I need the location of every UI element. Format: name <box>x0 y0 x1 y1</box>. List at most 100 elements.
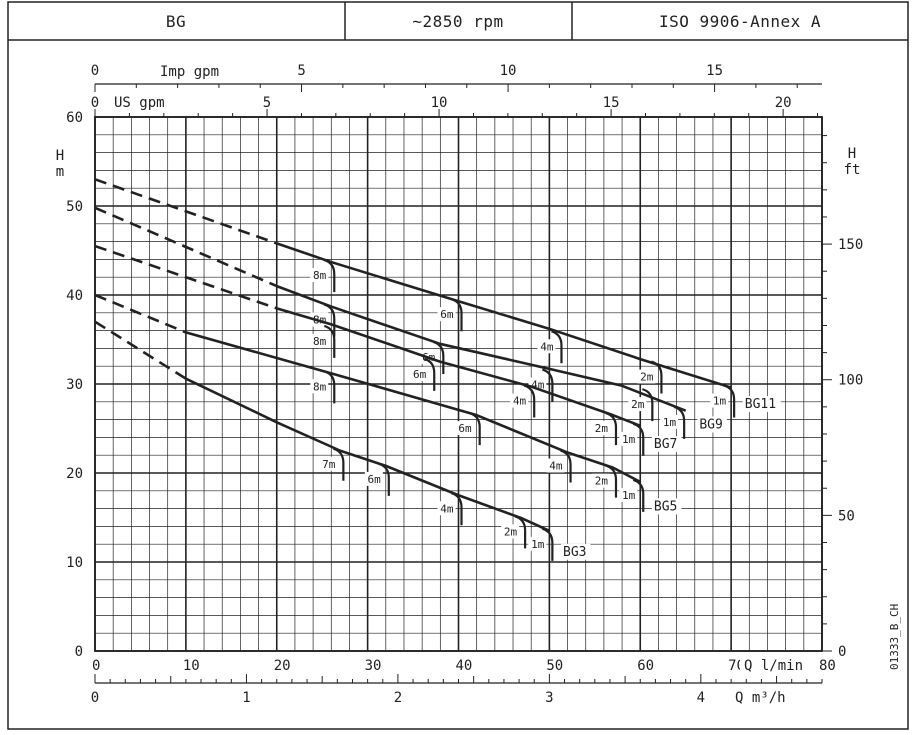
imp-gpm-tick-label: 0 <box>91 63 99 79</box>
npsh-hook-bg5 <box>323 370 336 404</box>
curve-bg7-dashed <box>94 244 278 310</box>
q-lmin-tick-label: 50 <box>546 658 563 674</box>
curve-bg3 <box>185 377 550 533</box>
h-ft-tick-label: 100 <box>838 373 863 389</box>
curve-bg11-dashed <box>94 178 278 245</box>
npsh-label-bg <box>619 487 638 502</box>
npsh-label-bg <box>637 369 656 384</box>
us-gpm-tick-label: 10 <box>431 95 448 111</box>
q-lmin-tick-label: 10 <box>183 658 200 674</box>
q-lmin-tick-label: 0 <box>92 658 100 674</box>
npsh-label-bg <box>455 421 474 436</box>
npsh-label-bg3: 4m <box>440 502 454 515</box>
npsh-label-bg3: 1m <box>531 538 545 551</box>
q-lmin-tick-label: 30 <box>365 658 382 674</box>
npsh-hook-bg5 <box>605 464 618 498</box>
npsh-label-bg <box>364 471 383 486</box>
imp-gpm-label: Imp gpm <box>160 64 219 80</box>
npsh-label-bg <box>591 421 610 436</box>
h-m-label-top: H <box>56 148 64 164</box>
npsh-hook-bg3 <box>514 515 527 549</box>
npsh-label-bg <box>501 524 520 539</box>
curve-name-bg <box>651 436 682 453</box>
npsh-label-bg7: 6m <box>413 368 427 381</box>
header-standard: ISO 9906-Annex A <box>659 12 821 31</box>
h-m-tick-label: 40 <box>66 288 83 304</box>
curves: 8m 6m 4m 2m 1m BG11 8m 6m 4m 2m 1m BG9 8m 6m 4m 2m 1m BG7… <box>94 178 781 561</box>
npsh-label-bg11: 8m <box>313 269 327 282</box>
npsh-label-bg3: 7m <box>322 458 336 471</box>
npsh-label-bg <box>537 339 556 354</box>
q-lmin-label: Q l/min <box>744 658 803 674</box>
h-m-tick-label: 10 <box>66 555 83 571</box>
npsh-hook-bg9 <box>641 388 654 422</box>
plot-frame <box>94 116 823 652</box>
chart-code: 01333_B_CH <box>888 604 901 670</box>
npsh-label-bg3: 2m <box>504 525 518 538</box>
h-m-label-bottom: m <box>56 164 64 180</box>
npsh-label-bg11: 1m <box>713 395 727 408</box>
npsh-hook-bg3 <box>542 527 554 561</box>
npsh-label-bg5: 1m <box>622 489 636 502</box>
npsh-hook-bg9 <box>542 368 554 402</box>
npsh-label-bg11: 4m <box>540 340 554 353</box>
npsh-label-bg <box>437 501 456 516</box>
imp-gpm-tick-label: 10 <box>500 63 517 79</box>
us-gpm-tick-label: 15 <box>603 95 620 111</box>
q-m3h-tick-label: 2 <box>394 690 402 706</box>
npsh-hook-bg3 <box>332 447 345 481</box>
npsh-label-bg9: 1m <box>663 416 677 429</box>
q-m3h-tick-label: 3 <box>545 690 553 706</box>
npsh-hook-bg3 <box>451 492 463 526</box>
npsh-hook-bg11 <box>551 330 563 364</box>
npsh-label-bg <box>437 307 456 322</box>
npsh-label-bg <box>660 414 679 429</box>
imp-gpm-tick-label: 5 <box>297 63 305 79</box>
q-m3h-tick-label: 0 <box>91 690 99 706</box>
h-ft-tick-label: 0 <box>838 644 846 660</box>
npsh-label-bg <box>310 268 329 283</box>
us-gpm-tick-label: 0 <box>91 95 99 111</box>
curve-name-bg <box>697 416 727 433</box>
npsh-hook-bg9 <box>673 405 686 439</box>
q-lmin-label-bg <box>740 654 808 674</box>
curve-bg3-dashed <box>94 320 187 380</box>
npsh-label-bg11: 2m <box>640 371 654 384</box>
h-ft-tick-label: 150 <box>838 237 863 253</box>
curve-name-bg <box>742 396 781 413</box>
npsh-label-bg9: 2m <box>631 398 645 411</box>
us-gpm-label: US gpm <box>114 95 165 111</box>
curve-bg9 <box>276 284 687 412</box>
npsh-label-bg <box>710 393 729 408</box>
h-ft-label-bottom: ft <box>844 162 861 178</box>
curve-bg5 <box>185 331 641 484</box>
h-m-tick-label: 20 <box>66 466 83 482</box>
us-gpm-tick-label: 5 <box>263 95 271 111</box>
npsh-label-bg5: 8m <box>313 380 327 393</box>
q-lmin-tick-label: 80 <box>819 658 836 674</box>
npsh-hook-bg9 <box>432 340 445 374</box>
q-m3h-label: Q m³/h <box>735 690 786 706</box>
npsh-label-bg <box>591 473 610 488</box>
h-m-tick-label: 0 <box>75 644 83 660</box>
npsh-hook-bg9 <box>323 303 336 337</box>
npsh-label-bg7: 8m <box>313 335 327 348</box>
h-m-tick-label: 50 <box>66 199 83 215</box>
npsh-label-bg <box>410 366 429 381</box>
q-lmin-tick-label: 60 <box>637 658 654 674</box>
npsh-label-bg <box>619 431 638 446</box>
npsh-label-bg3: 6m <box>368 473 382 486</box>
h-ft-tick-label: 50 <box>838 508 855 524</box>
header-model: BG <box>166 12 186 31</box>
npsh-label-bg5: 6m <box>458 422 472 435</box>
q-m3h-tick-label: 4 <box>697 690 705 706</box>
header-speed: ~2850 rpm <box>412 12 503 31</box>
npsh-label-bg <box>628 397 647 412</box>
q-m3h-tick-label: 1 <box>242 690 250 706</box>
us-gpm-tick-label: 20 <box>775 95 792 111</box>
npsh-hook-bg7 <box>632 422 645 456</box>
npsh-label-bg <box>310 333 329 348</box>
npsh-hook-bg7 <box>605 412 618 446</box>
h-ft-label-top: H <box>848 146 856 162</box>
npsh-hook-bg11 <box>323 259 336 293</box>
